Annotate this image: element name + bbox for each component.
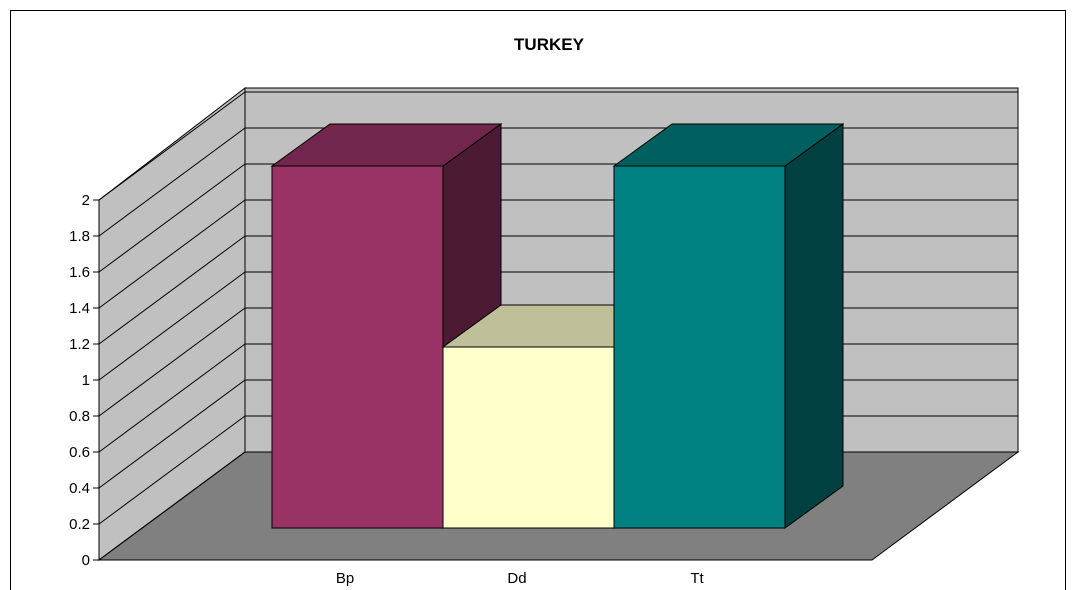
bars — [270, 123, 845, 529]
gridline-side — [98, 199, 246, 309]
gridline-side — [98, 343, 246, 453]
y-tick-label: 1.8 — [69, 228, 90, 245]
x-tick-label: Dd — [507, 570, 526, 587]
gridline-side — [98, 91, 246, 201]
gridline-side — [98, 163, 246, 273]
bar-front — [613, 165, 786, 529]
y-tick-label: 1.2 — [69, 336, 90, 353]
y-tick-label: 0 — [82, 552, 90, 569]
gridline-side — [98, 235, 246, 345]
y-tick-label: 0.8 — [69, 408, 90, 425]
bar-side — [784, 123, 844, 529]
y-tick-label: 1.6 — [69, 264, 90, 281]
gridline-side — [98, 379, 246, 489]
y-tick-label: 1.4 — [69, 300, 90, 317]
gridline-side — [98, 127, 246, 237]
x-axis-labels: Bp Dd Tt — [336, 570, 705, 587]
y-axis: 0 0.2 0.4 0.6 0.8 1 1.2 1.4 1.6 1.8 2 — [69, 192, 100, 569]
y-tick-label: 0.4 — [69, 480, 90, 497]
gridline-side — [98, 271, 246, 381]
gridline-side — [98, 307, 246, 417]
bar-front — [271, 165, 444, 529]
gridline-side — [98, 451, 246, 561]
bar-front — [442, 346, 615, 529]
bar-tt — [612, 123, 845, 529]
y-tick-label: 0.6 — [69, 444, 90, 461]
y-tick-label: 1 — [82, 372, 90, 389]
x-tick-label: Bp — [336, 570, 354, 587]
x-tick-label: Tt — [690, 570, 704, 587]
y-tick-label: 2 — [82, 192, 90, 209]
chart-title: TURKEY — [514, 35, 585, 54]
gridline-side — [98, 415, 246, 525]
y-tick-label: 0.2 — [69, 516, 90, 533]
